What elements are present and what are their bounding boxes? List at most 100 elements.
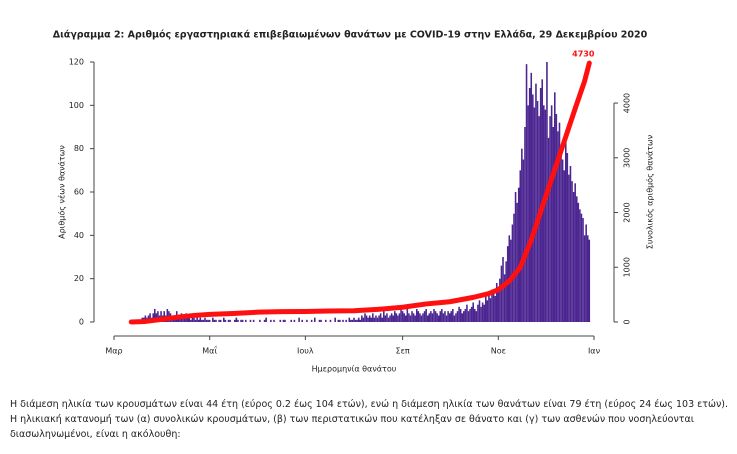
bar: [144, 315, 147, 322]
bar: [387, 317, 390, 322]
bar: [491, 289, 493, 322]
bar: [439, 311, 442, 322]
bar: [456, 311, 459, 322]
bar: [324, 319, 327, 322]
bar: [318, 319, 321, 322]
bar: [519, 170, 522, 322]
bar: [397, 315, 399, 322]
bar: [448, 313, 451, 322]
bar: [549, 116, 551, 323]
bar: [364, 313, 366, 322]
bar: [461, 313, 464, 322]
bar: [215, 319, 217, 322]
x-tick-label: Νοε: [491, 347, 506, 356]
bar: [284, 319, 286, 322]
bar: [420, 315, 423, 322]
bar: [354, 319, 357, 322]
bar: [414, 315, 416, 322]
bar: [401, 311, 404, 322]
bar: [259, 319, 261, 322]
bar: [194, 319, 197, 322]
bar: [447, 311, 449, 322]
bar: [188, 317, 191, 322]
y-tick-label: 120: [69, 58, 84, 67]
bar: [384, 315, 387, 322]
bar: [517, 187, 520, 322]
bar: [445, 315, 448, 322]
bar: [197, 319, 200, 322]
bar: [530, 72, 533, 322]
bar: [488, 293, 490, 322]
y-tick-label: 40: [74, 231, 84, 240]
bar: [442, 313, 445, 322]
bar: [263, 319, 266, 322]
bar: [503, 274, 506, 322]
last-value-label: 4730: [572, 50, 595, 59]
bar: [329, 319, 332, 322]
bar: [152, 313, 154, 322]
bar: [513, 213, 515, 322]
bar: [561, 159, 564, 322]
bar: [423, 311, 426, 322]
bar: [208, 319, 211, 322]
bar: [419, 313, 421, 322]
bar: [279, 319, 282, 322]
bar: [422, 313, 424, 322]
bar: [470, 306, 473, 322]
bar: [240, 319, 242, 322]
bar: [547, 137, 550, 322]
bar: [437, 315, 440, 322]
bar: [348, 317, 351, 322]
bar: [583, 235, 586, 322]
bar: [563, 170, 565, 322]
bar: [555, 114, 558, 322]
bar: [365, 315, 368, 322]
bar: [412, 313, 415, 322]
bar: [249, 319, 252, 322]
bar: [455, 313, 457, 322]
bar: [229, 319, 231, 322]
bar: [205, 319, 208, 322]
bar: [314, 317, 316, 322]
y2-tick-label: 4000: [623, 93, 632, 113]
x-tick-label: Ιουλ: [297, 347, 314, 356]
bar: [378, 315, 380, 322]
bar: [301, 319, 304, 322]
bar: [585, 224, 587, 322]
bar: [500, 265, 503, 322]
bar: [320, 319, 322, 322]
y2-tick-label: 3000: [623, 148, 632, 168]
bar: [196, 315, 198, 322]
bar: [464, 309, 467, 322]
bar: [213, 319, 216, 322]
bar: [379, 313, 382, 322]
bar: [362, 317, 365, 322]
bar: [244, 319, 247, 322]
bar: [453, 315, 456, 322]
bar: [425, 309, 427, 322]
bar: [398, 313, 401, 322]
bar: [199, 317, 202, 322]
bar: [494, 296, 496, 322]
bar: [179, 317, 181, 322]
bar: [568, 174, 570, 322]
bar: [383, 311, 385, 322]
bar: [566, 153, 569, 322]
bar: [342, 319, 344, 322]
bar: [495, 283, 498, 322]
bar: [434, 311, 437, 322]
bar: [339, 319, 341, 322]
bar: [564, 140, 567, 322]
y2-tick-label: 1000: [623, 257, 632, 277]
bar: [582, 218, 584, 322]
x-tick-label: Ιαν: [588, 347, 601, 356]
bar: [345, 319, 347, 322]
bar: [477, 304, 479, 322]
bar: [359, 319, 362, 322]
y-tick-label: 60: [74, 188, 84, 197]
bar: [234, 319, 236, 322]
y-tick-label: 80: [74, 144, 84, 153]
bar: [475, 311, 478, 322]
bar: [586, 235, 589, 322]
bar: [182, 317, 184, 322]
